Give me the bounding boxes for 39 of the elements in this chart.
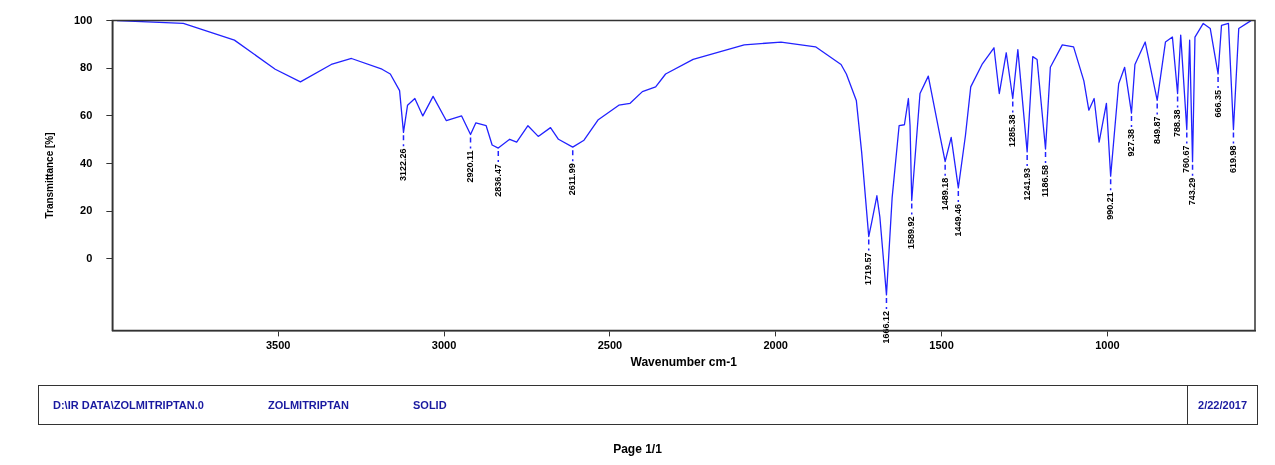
annotation: 619.98 xyxy=(1227,145,1238,174)
annotation: 1449.46 xyxy=(952,203,963,237)
annotation: 2836.47 xyxy=(492,164,503,197)
x-tick-label: 3500 xyxy=(265,339,291,352)
x-tick-label: 1500 xyxy=(929,339,954,352)
text: 2/22/2017 xyxy=(1187,386,1257,424)
x-tick-label: 2500 xyxy=(597,339,623,352)
annotation: 1186.58 xyxy=(1040,165,1050,198)
annotation: 990.21 xyxy=(1105,192,1116,220)
annotation: 2920.11 xyxy=(465,150,476,183)
annotation: 760.67 xyxy=(1181,145,1192,174)
annotation: 1489.18 xyxy=(939,177,950,211)
y-tick-label: 100 xyxy=(73,13,93,26)
y-tick-label: 80 xyxy=(80,61,93,74)
x-tick-label: 1000 xyxy=(1095,339,1120,352)
annotation: 788.38 xyxy=(1172,109,1183,138)
y-axis-title: Transmittance [%] xyxy=(43,132,55,219)
annotation: 1285.38 xyxy=(1007,114,1018,148)
y-tick-label: 0 xyxy=(86,251,93,264)
text: SOLID xyxy=(413,399,447,411)
y-tick-label: 40 xyxy=(80,156,93,169)
annotation: 1241.93 xyxy=(1021,167,1032,201)
annotation: 1589.92 xyxy=(906,216,917,250)
annotation: 927.38 xyxy=(1125,129,1136,157)
x-axis-title: Wavenumber cm-1 xyxy=(630,355,738,370)
text: ZOLMITRIPTAN xyxy=(267,399,349,411)
annotation: 743.29 xyxy=(1187,177,1198,206)
annotation: 849.87 xyxy=(1151,116,1162,144)
annotation: 3122.26 xyxy=(397,148,408,181)
y-tick-label: 20 xyxy=(80,204,93,217)
annotation: 1666.12 xyxy=(880,310,891,344)
annotation: 666.35 xyxy=(1212,89,1223,118)
x-tick-label: 3000 xyxy=(431,339,457,352)
text: Page 1/1 xyxy=(612,442,663,456)
annotation: 1719.57 xyxy=(863,252,874,286)
text: D:\IR DATA\ZOLMITRIPTAN.0 xyxy=(53,399,204,411)
y-tick-label: 60 xyxy=(80,108,93,121)
x-tick-label: 2000 xyxy=(763,339,788,352)
annotation: 2611.99 xyxy=(567,163,578,196)
